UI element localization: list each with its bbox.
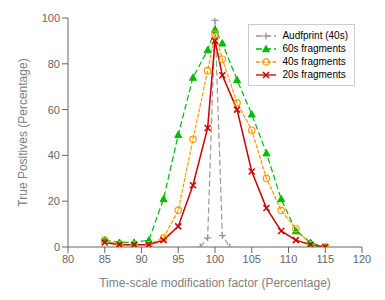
svg-text:100: 100: [42, 12, 60, 24]
svg-text:100: 100: [206, 253, 224, 265]
svg-text:95: 95: [172, 253, 184, 265]
svg-text:Time-scale modification factor: Time-scale modification factor (Percenta…: [99, 276, 331, 290]
svg-text:110: 110: [280, 253, 298, 265]
svg-text:90: 90: [135, 253, 147, 265]
svg-text:120: 120: [353, 253, 371, 265]
svg-text:80: 80: [62, 253, 74, 265]
svg-text:105: 105: [243, 253, 261, 265]
svg-text:0: 0: [54, 241, 60, 253]
svg-text:20: 20: [48, 195, 60, 207]
html-text:20s fragments: 20s fragments: [282, 69, 346, 80]
html-text:Audfprint (40s): Audfprint (40s): [282, 30, 348, 41]
svg-text:True Positives (Percentage): True Positives (Percentage): [16, 58, 30, 206]
svg-text:80: 80: [48, 58, 60, 70]
html-text:40s fragments: 40s fragments: [282, 56, 346, 67]
svg-text:40: 40: [48, 149, 60, 161]
svg-text:60: 60: [48, 104, 60, 116]
svg-text:115: 115: [316, 253, 334, 265]
svg-text:85: 85: [99, 253, 111, 265]
html-text:60s fragments: 60s fragments: [282, 43, 346, 54]
